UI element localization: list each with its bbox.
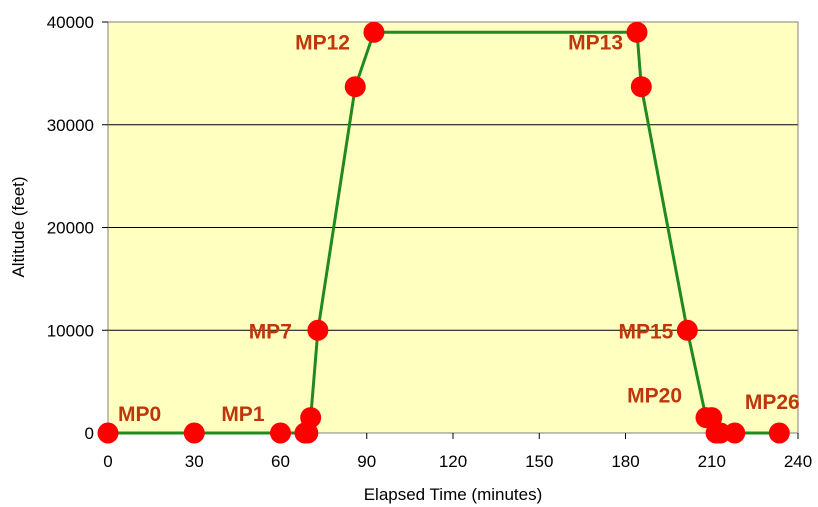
x-tick-label: 30 [185,452,204,471]
x-tick-label: 90 [357,452,376,471]
waypoint-labels: MP0 MP1 MP7 MP12 MP13 MP15 MP20 MP26 [118,31,800,426]
x-tick-label: 120 [439,452,467,471]
data-markers [97,21,790,444]
data-point [630,76,652,98]
x-tick-label: 210 [698,452,726,471]
data-point [724,422,746,444]
x-tick-label: 0 [103,452,112,471]
data-point [709,422,731,444]
waypoint-label: MP1 [221,403,265,426]
data-point [300,407,322,429]
data-point [97,422,119,444]
data-point [307,319,329,341]
data-point [344,76,366,98]
data-point [183,422,205,444]
data-point [768,422,790,444]
waypoint-label: MP20 [627,385,682,408]
y-tick-label: 40000 [47,13,94,32]
x-axis: 0 30 60 90 120 150 180 210 240 [103,433,812,471]
y-tick-label: 10000 [47,321,94,340]
waypoint-label: MP0 [118,403,161,426]
data-point [270,422,291,444]
x-tick-label: 240 [784,452,812,471]
x-tick-label: 180 [611,452,639,471]
y-axis: 0 10000 20000 30000 40000 [47,13,108,443]
waypoint-label: MP15 [618,320,673,343]
waypoint-label: MP26 [745,391,800,414]
waypoint-label: MP12 [295,31,350,54]
y-tick-label: 20000 [47,219,94,238]
y-tick-label: 30000 [47,116,94,135]
waypoint-label: MP7 [249,320,292,343]
x-axis-title: Elapsed Time (minutes) [364,485,543,504]
x-tick-label: 60 [271,452,290,471]
y-axis-title: Altitude (feet) [9,176,28,277]
waypoint-label: MP13 [568,31,623,54]
data-point [626,21,648,43]
data-point [363,21,385,43]
y-tick-label: 0 [85,424,94,443]
x-tick-label: 150 [525,452,553,471]
data-point [676,319,698,341]
